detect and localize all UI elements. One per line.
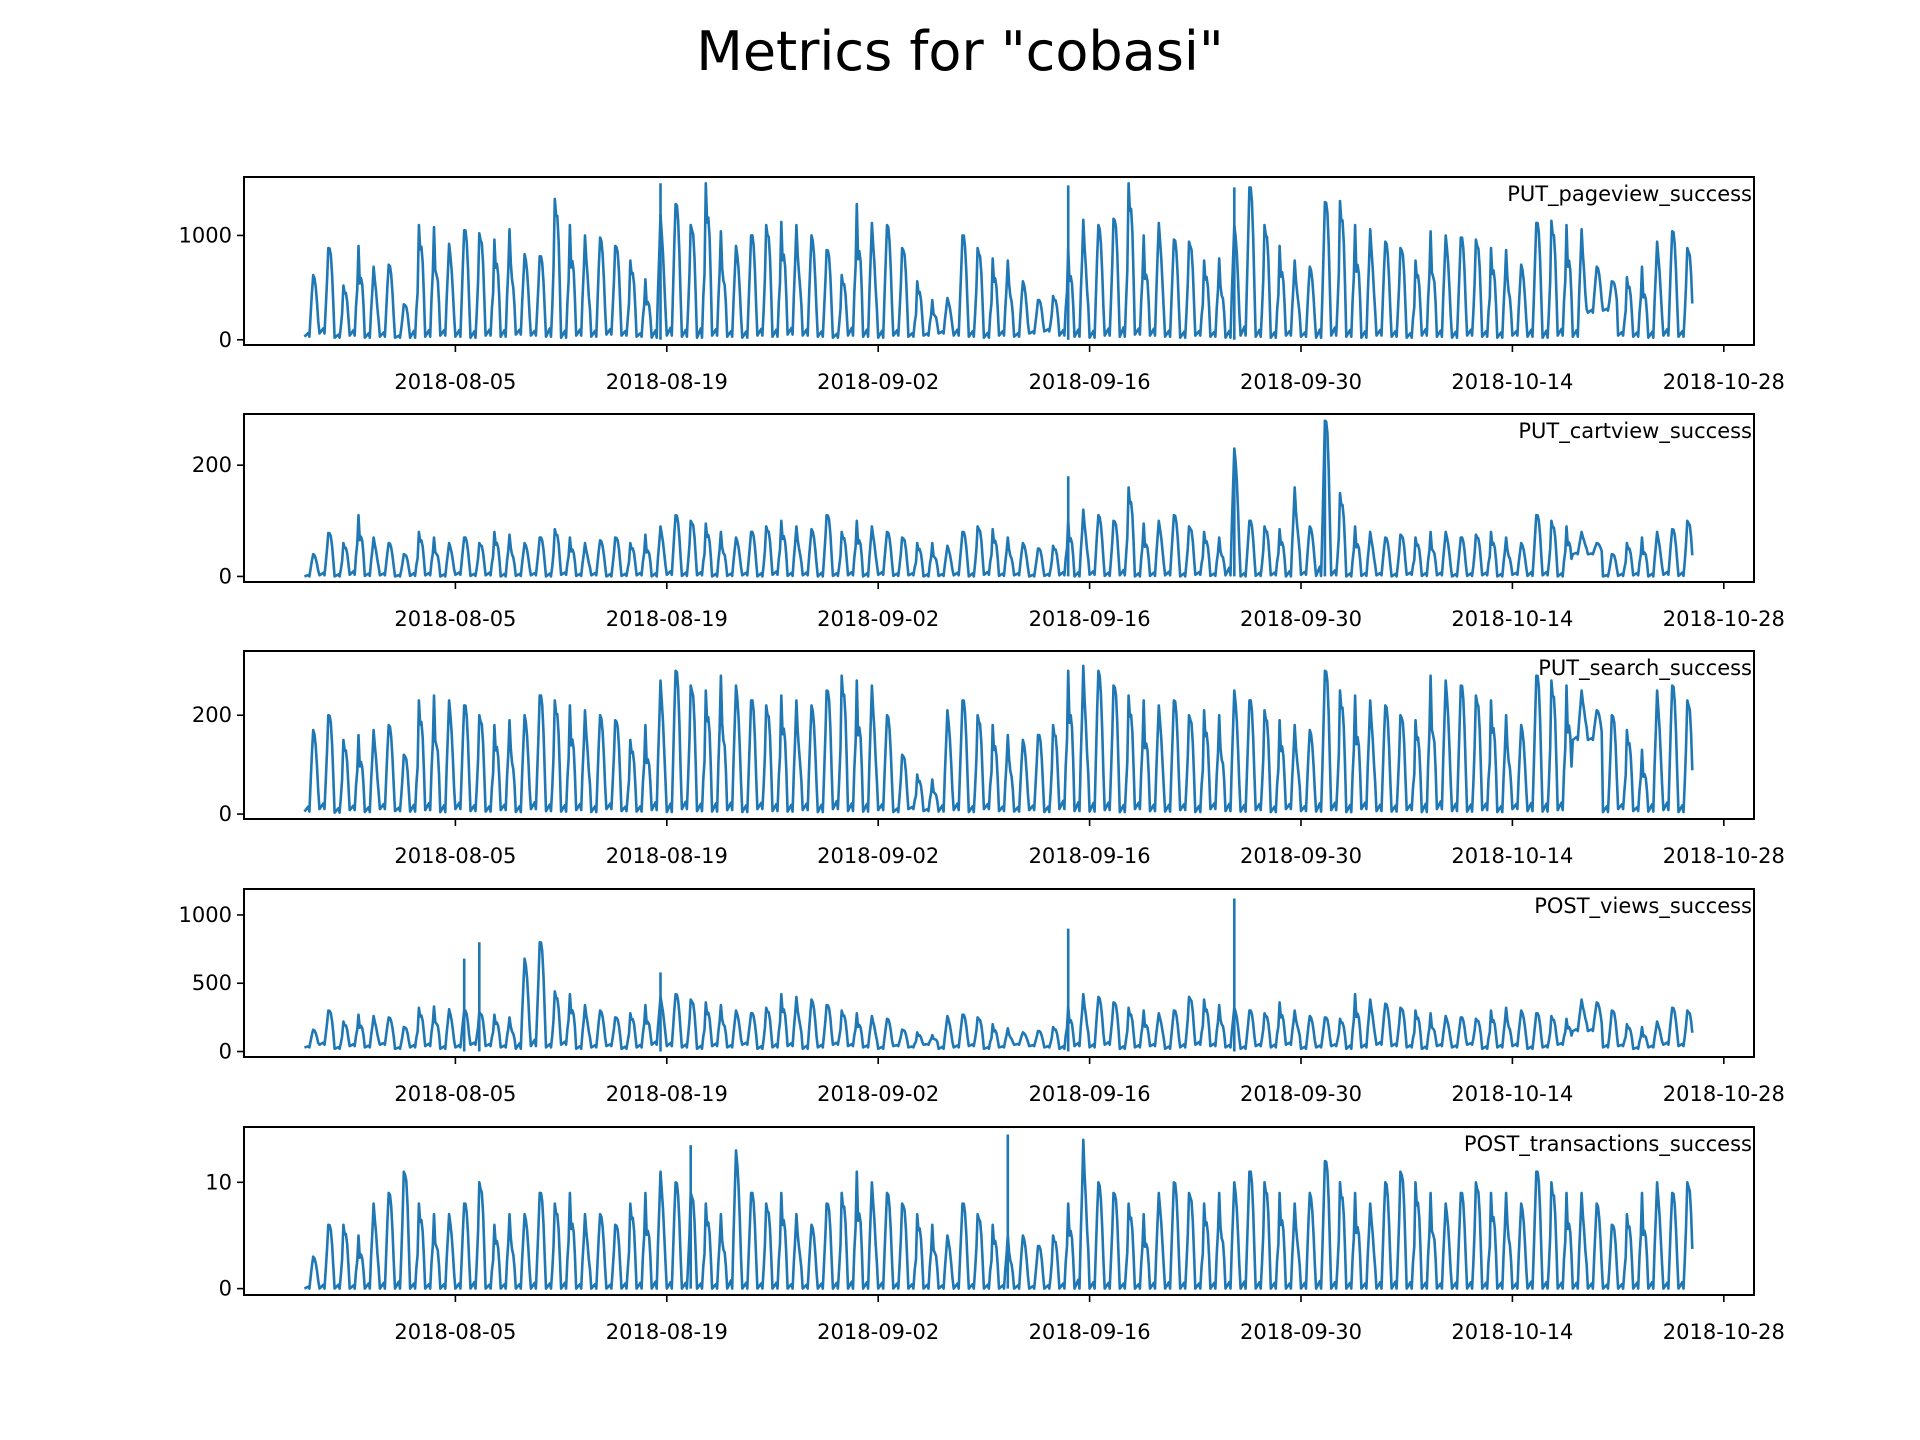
panel-PUT_pageview_success: 0 1000 2018-08-05 2018-08-19 2018-09-02 2018-… — [179, 176, 1785, 394]
x-tick-label: 2018-09-02 — [817, 1082, 939, 1106]
x-tick-label: 2018-09-02 — [817, 607, 939, 631]
x-tick-label: 2018-08-05 — [394, 370, 516, 394]
x-tick-label: 2018-08-05 — [394, 1320, 516, 1344]
axes-frame — [243, 888, 1755, 1058]
y-tick-label: 1000 — [179, 903, 232, 927]
y-tick-label: 0 — [219, 1277, 232, 1301]
axes-frame — [243, 650, 1755, 820]
axes-frame — [243, 1126, 1755, 1296]
x-tick-label: 2018-10-28 — [1663, 370, 1785, 394]
y-tick-label: 1000 — [179, 223, 232, 247]
x-tick-label: 2018-08-19 — [606, 1082, 728, 1106]
series-line-POST_transactions_success — [303, 1138, 1694, 1290]
x-tick-label: 2018-08-19 — [606, 370, 728, 394]
y-tick-label: 0 — [219, 802, 232, 826]
x-tick-label: 2018-10-14 — [1451, 1082, 1573, 1106]
x-tick-label: 2018-09-30 — [1240, 370, 1362, 394]
x-tick-label: 2018-08-19 — [606, 1320, 728, 1344]
x-tick-label: 2018-09-30 — [1240, 1320, 1362, 1344]
x-tick-label: 2018-08-05 — [394, 607, 516, 631]
y-tick-label: 0 — [219, 328, 232, 352]
series-line-PUT_pageview_success — [303, 182, 1694, 339]
x-tick-label: 2018-08-05 — [394, 1082, 516, 1106]
x-tick-label: 2018-09-16 — [1029, 1320, 1151, 1344]
y-tick-label: 200 — [192, 703, 232, 727]
x-tick-label: 2018-08-19 — [606, 607, 728, 631]
page-title: Metrics for "cobasi" — [696, 20, 1224, 83]
x-tick-label: 2018-09-30 — [1240, 1082, 1362, 1106]
series-label: POST_views_success — [1534, 894, 1752, 919]
panel-PUT_search_success: 0 200 2018-08-05 2018-08-19 2018-09-02 2018-0… — [192, 650, 1785, 868]
x-tick-label: 2018-09-30 — [1240, 844, 1362, 868]
x-tick-label: 2018-08-05 — [394, 844, 516, 868]
x-tick-label: 2018-10-14 — [1451, 370, 1573, 394]
x-tick-label: 2018-10-28 — [1663, 1082, 1785, 1106]
x-tick-label: 2018-09-16 — [1029, 607, 1151, 631]
x-tick-label: 2018-09-16 — [1029, 1082, 1151, 1106]
y-tick-label: 0 — [219, 1040, 232, 1064]
series-label: POST_transactions_success — [1464, 1132, 1752, 1157]
axes-frame — [243, 176, 1755, 346]
series-line-PUT_cartview_success — [304, 419, 1694, 578]
x-tick-label: 2018-10-28 — [1663, 607, 1785, 631]
x-tick-label: 2018-09-02 — [817, 370, 939, 394]
x-tick-label: 2018-10-28 — [1663, 844, 1785, 868]
y-tick-label: 200 — [192, 453, 232, 477]
series-line-PUT_search_success — [303, 664, 1694, 814]
x-tick-label: 2018-09-30 — [1240, 607, 1362, 631]
x-tick-label: 2018-09-16 — [1029, 844, 1151, 868]
series-label: PUT_search_success — [1538, 656, 1752, 681]
y-tick-label: 10 — [205, 1170, 232, 1194]
x-tick-label: 2018-10-14 — [1451, 1320, 1573, 1344]
series-label: PUT_cartview_success — [1518, 419, 1752, 444]
y-tick-label: 500 — [192, 971, 232, 995]
x-tick-label: 2018-10-28 — [1663, 1320, 1785, 1344]
y-tick-label: 0 — [219, 564, 232, 588]
x-tick-label: 2018-09-02 — [817, 1320, 939, 1344]
series-label: PUT_pageview_success — [1507, 182, 1752, 207]
axes-frame — [243, 413, 1755, 583]
x-tick-label: 2018-09-02 — [817, 844, 939, 868]
panel-POST_views_success: 0 500 1000 2018-08-05 2018-08-19 2018-09-02 20… — [179, 888, 1785, 1106]
panel-POST_transactions_success: 0 10 2018-08-05 2018-08-19 2018-09-02 2018-09… — [205, 1126, 1785, 1344]
x-tick-label: 2018-08-19 — [606, 844, 728, 868]
series-line-POST_views_success — [304, 941, 1694, 1051]
x-tick-label: 2018-10-14 — [1451, 607, 1573, 631]
x-tick-label: 2018-09-16 — [1029, 370, 1151, 394]
x-tick-label: 2018-10-14 — [1451, 844, 1573, 868]
panel-PUT_cartview_success: 0 200 2018-08-05 2018-08-19 2018-09-02 2018-0… — [192, 413, 1785, 631]
